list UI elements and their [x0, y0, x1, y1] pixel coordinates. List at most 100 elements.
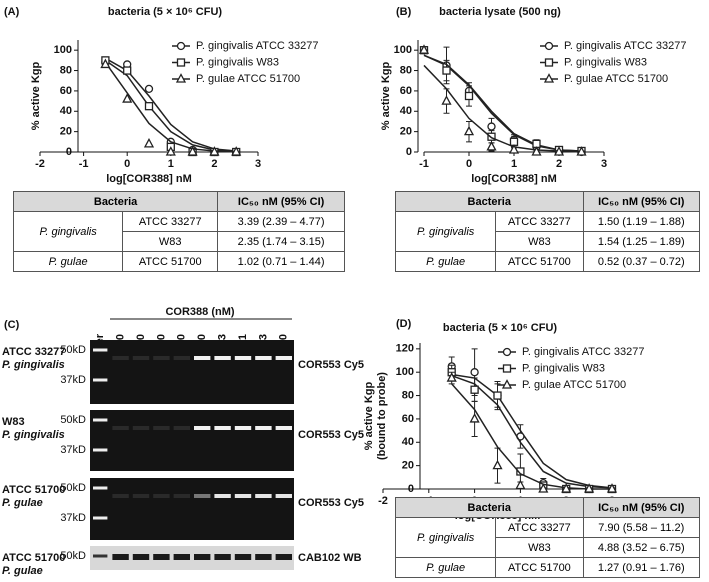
- y-tick-label: 20: [400, 126, 412, 138]
- data-point: [561, 483, 572, 493]
- data-point: [469, 413, 480, 423]
- strain-cell: ATCC 51700: [122, 251, 219, 272]
- strain-cell: W83: [495, 231, 584, 252]
- lane-label: 0: [278, 334, 290, 340]
- table-row: W83 2.35 (1.74 – 3.15): [14, 231, 345, 252]
- y-tick-label: 40: [60, 105, 72, 117]
- chart-title: bacteria lysate (500 ng): [439, 6, 561, 18]
- data-point: [492, 459, 503, 470]
- band: [173, 554, 190, 560]
- band: [194, 554, 211, 560]
- panel-label: (A): [4, 6, 20, 18]
- data-point: [143, 137, 155, 148]
- band: [275, 494, 292, 498]
- blot-strain: W83: [2, 416, 25, 428]
- data-point: [187, 146, 198, 156]
- header-cell: IC₅₀ nM (95% CI): [582, 497, 701, 518]
- band: [132, 426, 150, 430]
- x-tick-label: 1: [168, 158, 174, 170]
- band: [153, 426, 170, 430]
- data-point: [508, 144, 520, 154]
- band: [214, 494, 231, 498]
- band: [194, 356, 211, 360]
- fit-curve: [451, 383, 612, 490]
- species-cell: P. gingivalis: [394, 517, 497, 558]
- band: [194, 426, 211, 430]
- size-marker-label: 50kD: [60, 482, 86, 494]
- blot-probe: COR553 Cy5: [298, 429, 364, 441]
- table-row: P. gingivalis ATCC 33277 1.50 (1.19 – 1.88…: [394, 211, 701, 252]
- x-tick-label: 2: [556, 158, 562, 170]
- x-tick-label: -2: [378, 495, 388, 507]
- x-tick-label: -2: [35, 158, 45, 170]
- data-point: [418, 44, 430, 54]
- data-point: [122, 93, 133, 103]
- x-tick-label: 2: [211, 158, 217, 170]
- table-row: P. gulae ATCC 51700 1.27 (0.91 – 1.76): [394, 557, 701, 578]
- band: [112, 494, 129, 498]
- legend-label: P. gingivalis ATCC 33277: [196, 40, 319, 52]
- species-cell: P. gingivalis: [394, 211, 497, 252]
- species-cell: P. gulae: [394, 251, 497, 272]
- chart-title: bacteria (5 × 10⁶ CFU): [108, 6, 223, 18]
- strain-cell: ATCC 51700: [495, 251, 584, 272]
- y-tick-label: 40: [400, 105, 412, 117]
- data-point: [584, 483, 595, 493]
- blot-strain: ATCC 33277: [2, 346, 65, 358]
- data-point: [487, 132, 496, 141]
- ic50-cell: 2.35 (1.74 – 3.15): [217, 231, 345, 252]
- band: [234, 554, 252, 560]
- lane-label: 3: [217, 334, 229, 340]
- y-axis-title: % active Kgp: [30, 61, 42, 130]
- band: [255, 554, 272, 560]
- data-point: [470, 368, 479, 377]
- data-point: [446, 372, 457, 382]
- y-tick-label: 60: [60, 85, 72, 97]
- strain-cell: W83: [122, 231, 219, 252]
- band: [173, 356, 190, 360]
- ic50-table: Bacteria IC₅₀ nM (95% CI) P. gingivalis ATC…: [394, 191, 701, 272]
- header-row: Bacteria IC₅₀ nM (95% CI): [395, 497, 701, 518]
- x-tick-label: 1: [511, 158, 517, 170]
- band: [275, 554, 292, 560]
- size-marker-label: 50kD: [60, 414, 86, 426]
- band: [234, 494, 252, 498]
- species-cell: P. gulae: [12, 251, 124, 272]
- band: [255, 356, 272, 360]
- header-cell: IC₅₀ nM (95% CI): [217, 191, 345, 212]
- marker-band: [93, 554, 108, 558]
- band: [132, 356, 150, 360]
- chart-title: bacteria (5 × 10⁶ CFU): [443, 322, 558, 334]
- band: [234, 356, 252, 360]
- header-cell: Bacteria: [12, 191, 219, 212]
- blot-species: P. gingivalis: [2, 429, 65, 441]
- legend-marker: [176, 41, 186, 51]
- table-row: P. gingivalis ATCC 33277 3.39 (2.39 – 4.77…: [12, 211, 345, 252]
- legend-marker: [544, 41, 554, 51]
- band: [112, 554, 129, 560]
- size-marker-label: 50kD: [60, 344, 86, 356]
- x-axis-title: log[COR388] nM: [106, 173, 192, 185]
- y-tick-label: 100: [54, 44, 72, 56]
- band: [255, 426, 272, 430]
- header-row: Bacteria IC₅₀ nM (95% CI): [12, 191, 345, 212]
- table-row: P. gulae ATCC 51700 0.52 (0.37 – 0.72): [394, 251, 701, 272]
- table-row: P. gulae ATCC 51700 1.02 (0.71 – 1.44): [12, 251, 345, 272]
- size-marker-label: 37kD: [60, 444, 86, 456]
- legend-marker: [501, 379, 513, 389]
- legend-label: P. gulae ATCC 51700: [522, 379, 626, 391]
- data-point: [464, 91, 474, 101]
- data-point: [209, 146, 220, 156]
- band: [234, 426, 252, 430]
- blot: [90, 340, 294, 404]
- x-axis-title: log[COR388] nM: [471, 173, 557, 185]
- size-marker-label: 37kD: [60, 512, 86, 524]
- y-axis-title: (bound to probe): [376, 372, 388, 460]
- blot-species: P. gulae: [2, 565, 43, 577]
- data-point: [123, 66, 132, 75]
- band: [275, 426, 292, 430]
- blot-strain: ATCC 51700: [2, 552, 65, 564]
- data-point: [531, 146, 542, 156]
- data-point: [606, 483, 618, 493]
- y-tick-label: 80: [60, 64, 72, 76]
